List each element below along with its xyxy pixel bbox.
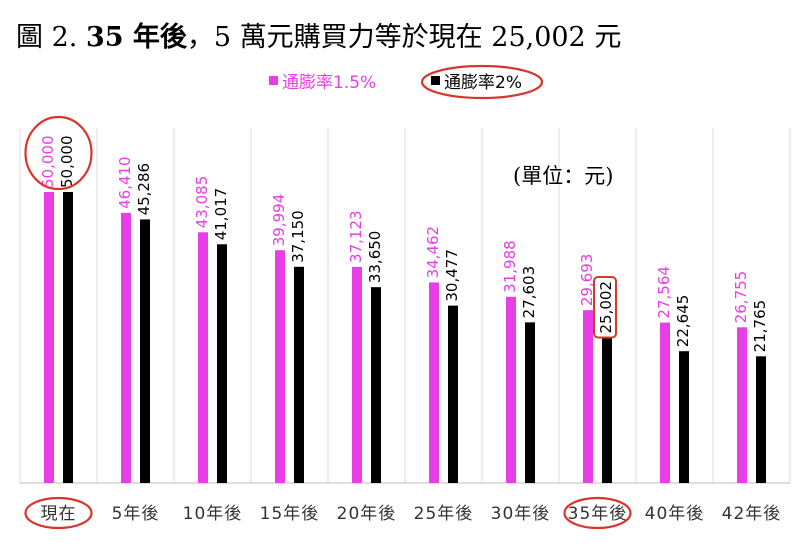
bar-s1-c6 <box>525 322 535 483</box>
category-label-c5: 25年後 <box>414 504 474 524</box>
category-label-c0: 現在 <box>41 504 77 524</box>
legend-swatch-2 <box>431 76 440 85</box>
category-label-c7: 35年後 <box>568 504 628 524</box>
value-label-s1-c2: 41,017 <box>212 188 230 241</box>
value-label-s0-c6: 31,988 <box>501 240 519 293</box>
value-label-s0-c4: 37,123 <box>347 210 365 263</box>
value-label-s0-c0: 50,000 <box>39 136 57 189</box>
bar-s0-c2 <box>198 232 208 483</box>
value-label-s0-c2: 43,085 <box>193 176 211 229</box>
category-label-c8: 40年後 <box>645 504 705 524</box>
value-label-s1-c0: 50,000 <box>58 136 76 189</box>
bar-s0-c9 <box>737 327 747 483</box>
bar-s1-c9 <box>756 356 766 483</box>
bars <box>44 192 766 483</box>
bar-s0-c1 <box>121 212 131 483</box>
bar-s1-c4 <box>371 287 381 483</box>
category-label-c9: 42年後 <box>722 504 782 524</box>
bar-s0-c7 <box>583 310 593 483</box>
bar-s1-c3 <box>294 266 304 483</box>
value-label-s1-c7: 25,002 <box>597 281 615 334</box>
value-label-s1-c4: 33,650 <box>366 231 384 284</box>
category-label-c1: 5年後 <box>112 504 160 524</box>
bar-s1-c2 <box>217 244 227 483</box>
value-label-s0-c3: 39,994 <box>270 194 288 247</box>
value-label-s1-c3: 37,150 <box>289 210 307 263</box>
value-labels: 50,000 50,000 46,410 45,286 43,085 41,017 39,9… <box>39 136 769 353</box>
value-highlight-box-c7 <box>593 275 617 339</box>
bar-s1-c7 <box>602 337 612 483</box>
value-label-s0-c7: 29,693 <box>578 254 596 307</box>
chart-title: 圖 2. 35 年後，5 萬元購買力等於現在 25,002 元 <box>16 21 621 53</box>
bar-s1-c5 <box>448 305 458 483</box>
category-label-c2: 10年後 <box>183 504 243 524</box>
value-label-s0-c8: 27,564 <box>655 266 673 319</box>
highlight-marks <box>24 115 632 530</box>
legend-label-2: 通膨率2% <box>444 73 522 93</box>
value-label-s0-c5: 34,462 <box>424 226 442 279</box>
category-labels: 現在 5年後 10年後 15年後 20年後 25年後 30年後 35年後 40年後 42年後 <box>41 504 782 524</box>
legend: 通膨率1.5% 通膨率2% <box>269 64 544 100</box>
bar-s0-c3 <box>275 250 285 483</box>
bar-s1-c0 <box>63 192 73 483</box>
bar-s0-c0 <box>44 192 54 483</box>
legend-highlight-circle <box>420 64 544 100</box>
value-label-s1-c9: 21,765 <box>751 300 769 353</box>
bar-s0-c6 <box>506 296 516 483</box>
value-highlight-circle-c0 <box>24 115 93 191</box>
bar-s1-c8 <box>679 351 689 483</box>
category-highlight-c7 <box>563 496 632 530</box>
value-label-s1-c5: 30,477 <box>443 249 461 302</box>
legend-label-1-5: 通膨率1.5% <box>282 73 376 93</box>
value-label-s1-c8: 22,645 <box>674 295 692 348</box>
category-label-c3: 15年後 <box>260 504 320 524</box>
value-label-s0-c9: 26,755 <box>732 271 750 324</box>
value-label-s0-c1: 46,410 <box>116 156 134 209</box>
bar-s0-c5 <box>429 282 439 483</box>
category-label-c6: 30年後 <box>491 504 551 524</box>
value-label-s1-c1: 45,286 <box>135 163 153 216</box>
bar-s1-c1 <box>140 219 150 483</box>
legend-swatch-1-5 <box>269 76 278 85</box>
bar-s0-c8 <box>660 322 670 483</box>
category-label-c4: 20年後 <box>337 504 397 524</box>
unit-label: (單位：元) <box>513 164 613 188</box>
category-highlight-c0 <box>24 496 93 530</box>
bar-s0-c4 <box>352 266 362 483</box>
value-label-s1-c6: 27,603 <box>520 266 538 319</box>
